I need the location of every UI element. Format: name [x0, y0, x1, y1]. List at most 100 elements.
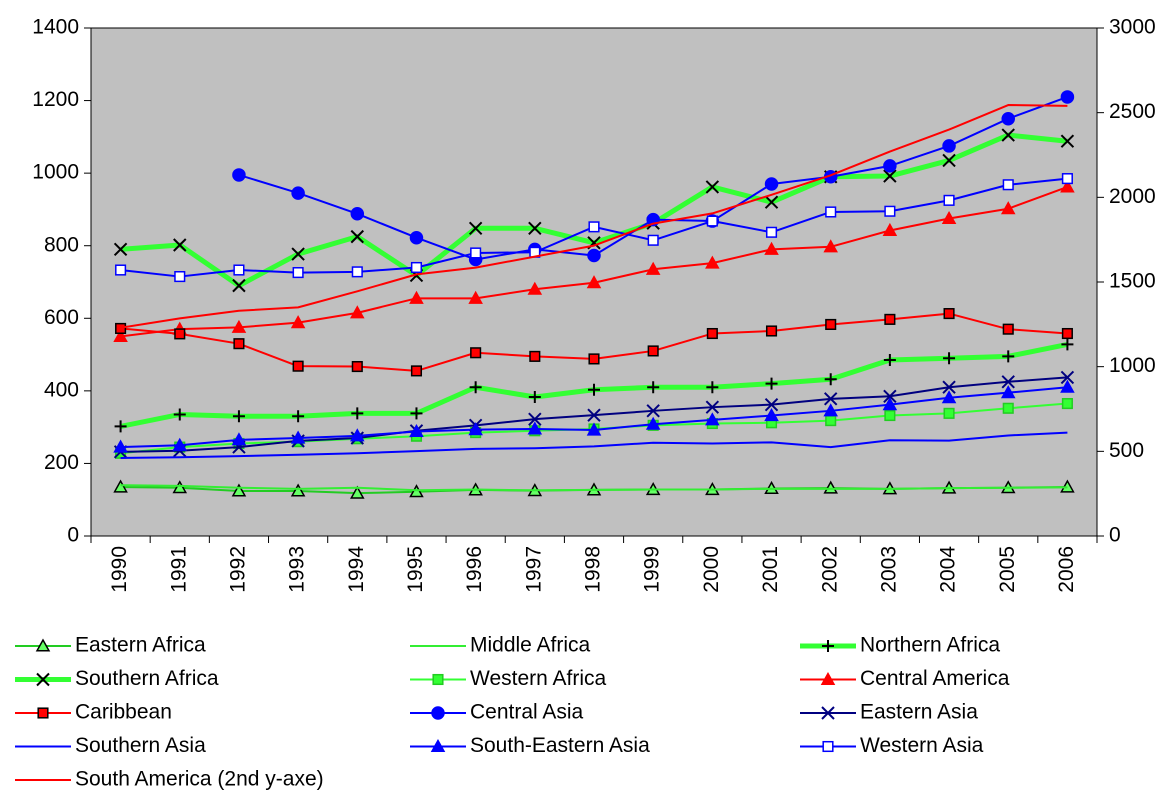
y-tick-label: 400 [44, 378, 79, 401]
marker [705, 412, 720, 426]
marker [431, 706, 445, 720]
marker [1001, 375, 1015, 389]
x-tick-label: 1996 [463, 546, 486, 593]
marker [527, 421, 543, 435]
y-tick-label: 1200 [32, 88, 79, 111]
x-tick-label: 2004 [937, 546, 960, 593]
legend-label: Northern Africa [860, 634, 1000, 657]
marker [292, 360, 304, 372]
y2-tick-label: 2000 [1109, 185, 1156, 208]
marker [884, 313, 896, 325]
marker [1001, 128, 1015, 142]
marker [350, 305, 365, 319]
marker [351, 266, 363, 278]
marker [882, 222, 898, 237]
x-tick-label: 2005 [996, 546, 1019, 593]
marker [942, 380, 956, 394]
marker [350, 207, 365, 221]
marker [1060, 370, 1075, 385]
y-tick-label: 800 [44, 233, 79, 256]
legend-label: Middle Africa [470, 634, 591, 657]
marker [647, 234, 659, 246]
marker [232, 410, 245, 423]
marker [824, 373, 837, 386]
marker [825, 318, 837, 331]
x-tick-label: 2003 [877, 546, 900, 593]
marker [884, 205, 896, 217]
marker [883, 354, 896, 367]
legend-label: Caribbean [75, 701, 172, 724]
marker [1061, 398, 1073, 410]
marker [765, 226, 778, 238]
marker [231, 432, 247, 446]
marker [647, 345, 659, 357]
marker [290, 483, 306, 497]
x-tick-label: 1993 [286, 546, 309, 593]
marker [823, 403, 838, 417]
marker [351, 407, 364, 420]
marker [820, 671, 836, 686]
marker [1002, 402, 1014, 414]
marker [823, 239, 838, 253]
marker [822, 740, 834, 753]
marker [409, 230, 424, 245]
marker [290, 430, 306, 444]
marker [587, 408, 601, 422]
legend-item: Western Asia [800, 734, 984, 757]
marker [527, 281, 543, 295]
marker [173, 238, 187, 252]
marker [823, 480, 838, 494]
legend-item: Eastern Africa [15, 634, 206, 657]
marker [114, 420, 127, 433]
y-tick-label: 1000 [32, 161, 79, 184]
marker [1060, 379, 1075, 393]
marker [350, 485, 365, 499]
y-tick-label: 200 [44, 451, 79, 474]
y2-tick-label: 0 [1109, 524, 1121, 547]
marker [470, 247, 482, 259]
marker [646, 404, 660, 418]
marker [764, 407, 779, 422]
marker [1002, 350, 1015, 363]
marker [231, 483, 247, 497]
marker [647, 381, 660, 394]
marker [706, 381, 719, 394]
y-tick-label: 600 [44, 306, 79, 329]
marker [350, 229, 365, 244]
x-tick-label: 2000 [700, 546, 723, 593]
marker [1000, 201, 1016, 215]
marker [825, 415, 837, 427]
x-tick-label: 1991 [167, 546, 190, 593]
series-line [120, 431, 1068, 459]
marker [645, 416, 661, 430]
marker [409, 423, 424, 438]
marker [469, 381, 482, 394]
legend-item: Southern Africa [15, 667, 219, 690]
marker [764, 241, 779, 255]
marker [291, 186, 305, 200]
y2-tick-label: 2500 [1109, 100, 1156, 123]
marker [1000, 385, 1016, 399]
x-tick-label: 1999 [641, 546, 664, 593]
marker [468, 422, 483, 436]
y2-tick-label: 1500 [1109, 270, 1156, 293]
marker [468, 221, 483, 236]
series-line [120, 484, 1068, 492]
x-tick-label: 1995 [404, 546, 427, 593]
marker [430, 738, 446, 753]
legend-item: Western Africa [410, 667, 606, 690]
marker [764, 177, 779, 191]
y-tick-label: 0 [67, 524, 79, 547]
legend-label: Southern Asia [75, 734, 206, 757]
marker [823, 392, 838, 406]
marker [113, 242, 128, 257]
y2-tick-label: 3000 [1109, 16, 1156, 39]
marker [528, 391, 541, 404]
x-tick-label: 1992 [226, 546, 249, 593]
marker [115, 264, 127, 276]
marker [705, 400, 720, 414]
marker [705, 180, 720, 194]
marker [113, 328, 128, 342]
marker [765, 377, 778, 390]
